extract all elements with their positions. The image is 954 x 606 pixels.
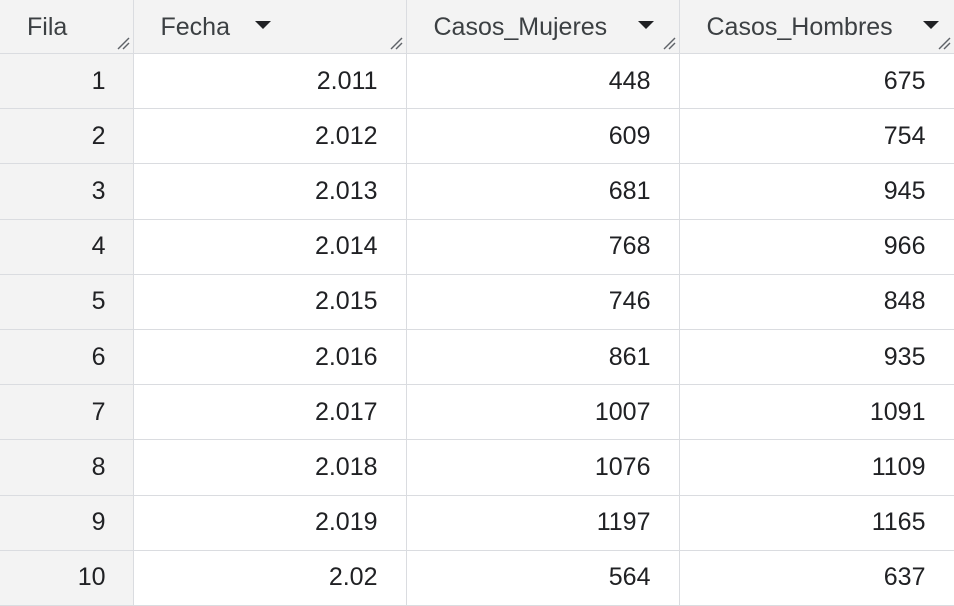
casos-hombres-cell[interactable]: 935: [678, 328, 954, 386]
resize-handle-icon[interactable]: [116, 36, 130, 50]
header-row: Fila Fecha Casos_Mujeres: [0, 0, 954, 54]
casos-mujeres-cell[interactable]: 768: [405, 218, 680, 275]
row-number-cell[interactable]: 3: [0, 163, 134, 220]
table-row: 10 2.02 564 637: [0, 549, 954, 606]
casos-hombres-cell[interactable]: 1109: [678, 439, 954, 496]
header-label: Fila: [27, 13, 68, 41]
casos-hombres-cell[interactable]: 966: [678, 218, 954, 275]
table-row: 4 2.014 768 966: [0, 218, 954, 275]
fecha-cell[interactable]: 2.016: [132, 328, 407, 386]
row-number-cell[interactable]: 7: [0, 384, 134, 441]
table-row: 7 2.017 1007 1091: [0, 384, 954, 441]
row-number-cell[interactable]: 2: [0, 108, 134, 165]
fecha-cell[interactable]: 2.018: [132, 439, 407, 496]
casos-mujeres-cell[interactable]: 1007: [405, 384, 680, 441]
table-row: 9 2.019 1197 1165: [0, 494, 954, 551]
casos-mujeres-cell[interactable]: 1076: [405, 439, 680, 496]
header-label: Fecha: [160, 13, 230, 41]
table-row: 3 2.013 681 945: [0, 163, 954, 220]
casos-mujeres-cell[interactable]: 746: [405, 273, 680, 330]
casos-hombres-cell[interactable]: 1165: [678, 494, 954, 551]
casos-mujeres-cell[interactable]: 681: [405, 163, 680, 220]
row-number-cell[interactable]: 1: [0, 52, 134, 110]
fecha-cell[interactable]: 2.013: [132, 163, 407, 220]
caret-down-icon[interactable]: [254, 21, 271, 29]
row-number-cell[interactable]: 8: [0, 439, 134, 496]
casos-hombres-cell[interactable]: 754: [678, 108, 954, 165]
row-number-cell[interactable]: 10: [0, 549, 134, 606]
casos-hombres-cell[interactable]: 848: [678, 273, 954, 330]
casos-mujeres-cell[interactable]: 448: [405, 52, 680, 110]
row-number-cell[interactable]: 9: [0, 494, 134, 551]
header-label: Casos_Hombres: [706, 13, 893, 41]
table-header: Fila Fecha Casos_Mujeres: [0, 0, 954, 54]
header-cell-fila[interactable]: Fila: [0, 0, 134, 54]
fecha-cell[interactable]: 2.011: [132, 52, 407, 110]
fecha-cell[interactable]: 2.015: [132, 273, 407, 330]
header-cell-casos-hombres[interactable]: Casos_Hombres: [678, 0, 954, 54]
table-row: 1 2.011 448 675: [0, 52, 954, 110]
header-cell-casos-mujeres[interactable]: Casos_Mujeres: [405, 0, 680, 54]
casos-mujeres-cell[interactable]: 861: [405, 328, 680, 386]
table-row: 5 2.015 746 848: [0, 273, 954, 330]
fecha-cell[interactable]: 2.012: [132, 108, 407, 165]
casos-mujeres-cell[interactable]: 609: [405, 108, 680, 165]
casos-mujeres-cell[interactable]: 564: [405, 549, 680, 606]
fecha-cell[interactable]: 2.014: [132, 218, 407, 275]
row-number-cell[interactable]: 6: [0, 328, 134, 386]
table-row: 2 2.012 609 754: [0, 108, 954, 165]
resize-handle-icon[interactable]: [662, 36, 676, 50]
fecha-cell[interactable]: 2.017: [132, 384, 407, 441]
header-cell-fecha[interactable]: Fecha: [132, 0, 407, 54]
fecha-cell[interactable]: 2.02: [132, 549, 407, 606]
table-body: 1 2.011 448 675 2 2.012 609 754 3 2.013 …: [0, 52, 954, 606]
row-number-cell[interactable]: 4: [0, 218, 134, 275]
header-label: Casos_Mujeres: [433, 13, 608, 41]
table-row: 6 2.016 861 935: [0, 328, 954, 386]
casos-hombres-cell[interactable]: 1091: [678, 384, 954, 441]
table-row: 8 2.018 1076 1109: [0, 439, 954, 496]
casos-hombres-cell[interactable]: 945: [678, 163, 954, 220]
casos-hombres-cell[interactable]: 637: [678, 549, 954, 606]
caret-down-icon[interactable]: [922, 21, 939, 29]
resize-handle-icon[interactable]: [937, 36, 951, 50]
fecha-cell[interactable]: 2.019: [132, 494, 407, 551]
resize-handle-icon[interactable]: [389, 36, 403, 50]
caret-down-icon[interactable]: [637, 21, 654, 29]
casos-mujeres-cell[interactable]: 1197: [405, 494, 680, 551]
casos-hombres-cell[interactable]: 675: [678, 52, 954, 110]
row-number-cell[interactable]: 5: [0, 273, 134, 330]
